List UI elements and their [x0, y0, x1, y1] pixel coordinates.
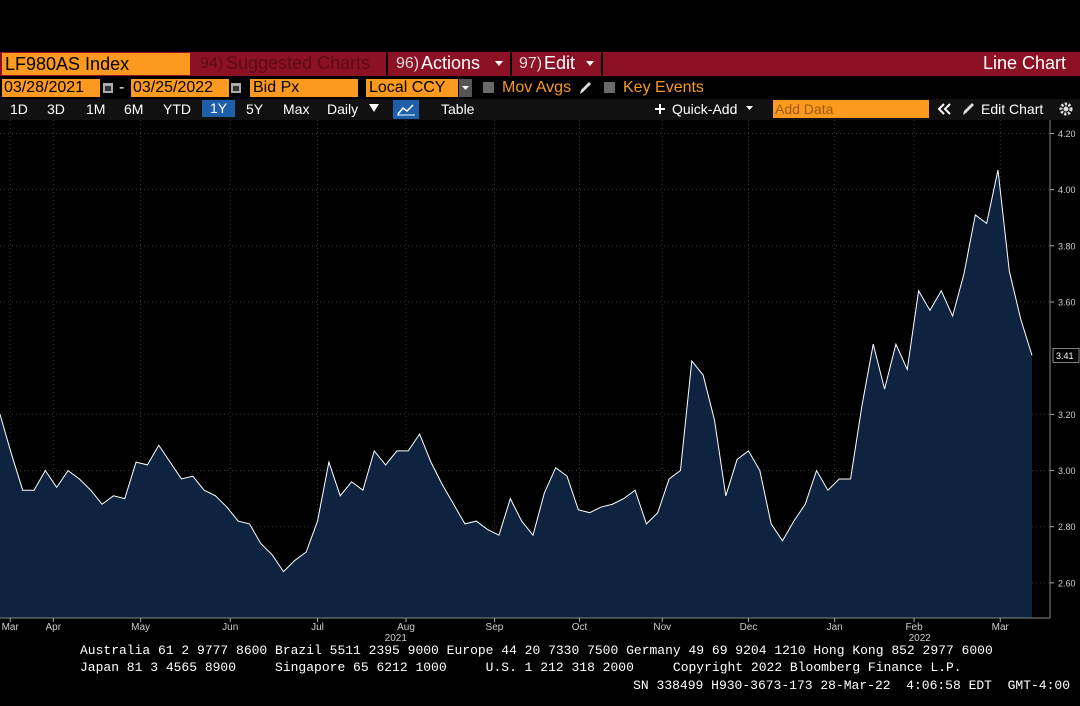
period-button[interactable]: 3D — [47, 101, 65, 117]
checkbox[interactable] — [483, 82, 495, 94]
x-tick-label: Aug — [397, 622, 415, 633]
y-tick-label: 2.80 — [1058, 522, 1076, 532]
menu-number: 96) — [396, 55, 420, 72]
plus-icon — [655, 104, 665, 114]
period-button[interactable]: 5Y — [246, 101, 264, 117]
checkbox[interactable] — [604, 82, 616, 94]
y-tick-label: 2.60 — [1058, 578, 1076, 588]
dropdown-icon — [746, 106, 753, 110]
y-tick-label: 3.80 — [1058, 241, 1076, 251]
dropdown-icon — [369, 104, 379, 112]
collapse-icon[interactable] — [936, 102, 952, 116]
security-field[interactable]: LF980AS Index — [2, 53, 190, 75]
menu-item[interactable]: Suggested Charts — [226, 53, 371, 73]
dropdown-icon — [586, 61, 594, 66]
dropdown-icon — [495, 61, 503, 66]
quick-add[interactable]: Quick-Add — [672, 101, 738, 117]
period-button[interactable]: 6M — [124, 101, 144, 117]
date-separator: - — [119, 79, 125, 96]
currency-select[interactable]: Local CCY — [366, 79, 458, 97]
pencil-icon — [963, 103, 974, 115]
y-tick-label: 4.20 — [1058, 129, 1076, 139]
start-date[interactable]: 03/28/2021 — [2, 79, 100, 97]
chart-mode: Line Chart — [982, 53, 1066, 73]
divider — [386, 52, 388, 76]
y-tick-label: 3.60 — [1058, 298, 1076, 308]
x-year-label: 2021 — [385, 633, 408, 644]
frequency-select[interactable]: Daily — [327, 101, 359, 117]
period-button[interactable]: 1M — [86, 101, 106, 117]
x-tick-label: Mar — [992, 622, 1010, 633]
settings-icon[interactable] — [1058, 101, 1074, 117]
footer-line: SN 338499 H930-3673-173 28-Mar-22 4:06:5… — [633, 678, 1070, 693]
calendar-icon[interactable] — [102, 80, 114, 96]
y-tick-label: 3.20 — [1058, 410, 1076, 420]
table-toggle[interactable]: Table — [441, 101, 475, 117]
x-tick-label: Dec — [740, 622, 758, 633]
x-tick-label: May — [131, 622, 150, 633]
field-select[interactable]: Bid Px — [250, 79, 358, 97]
period-button[interactable]: Max — [283, 101, 310, 117]
x-tick-label: Jan — [827, 622, 843, 633]
option-label[interactable]: Mov Avgs — [502, 79, 572, 96]
period-button[interactable]: 1Y — [202, 100, 236, 117]
period-button[interactable]: 1D — [10, 101, 28, 117]
menu-number: 97) — [519, 55, 543, 72]
end-date[interactable]: 03/25/2022 — [131, 79, 229, 97]
y-tick-label: 4.00 — [1058, 185, 1076, 195]
last-value-label: 3.41 — [1056, 351, 1074, 361]
x-tick-label: Mar — [2, 622, 20, 633]
dropdown-button[interactable] — [459, 79, 472, 97]
add-data-field[interactable]: Add Data — [773, 100, 929, 118]
last-value-box — [1052, 348, 1080, 363]
chart: 3.41 2.60 2.80 3.00 3.20 3.60 3.80 4.00 4.20 Mar A… — [0, 120, 1080, 644]
pencil-icon[interactable] — [578, 80, 592, 96]
x-tick-label: Sep — [486, 622, 504, 633]
x-tick-label: Jun — [222, 622, 238, 633]
footer-line: Australia 61 2 9777 8600 Brazil 5511 239… — [80, 643, 993, 658]
calendar-icon[interactable] — [230, 80, 242, 96]
period-button[interactable]: YTD — [163, 101, 191, 117]
x-tick-label: Apr — [46, 622, 62, 633]
edit-chart[interactable]: Edit Chart — [981, 101, 1044, 117]
menu-number: 94) — [200, 55, 224, 72]
x-tick-label: Jul — [311, 622, 324, 633]
menu-item[interactable]: Edit — [544, 53, 576, 73]
line — [0, 169, 1033, 573]
x-tick-label: Feb — [905, 622, 923, 633]
divider — [601, 52, 603, 76]
x-year-label: 2022 — [909, 633, 932, 644]
y-tick-label: 3.00 — [1058, 466, 1076, 476]
footer-line: Japan 81 3 4565 8900 Singapore 65 6212 1… — [80, 660, 962, 675]
area — [0, 169, 1032, 618]
x-tick-label: Nov — [653, 622, 671, 633]
option-label[interactable]: Key Events — [623, 79, 704, 96]
divider — [510, 52, 512, 76]
line-chart-toggle[interactable] — [393, 100, 419, 119]
menu-item[interactable]: Actions — [421, 53, 481, 73]
x-tick-label: Oct — [572, 622, 588, 633]
